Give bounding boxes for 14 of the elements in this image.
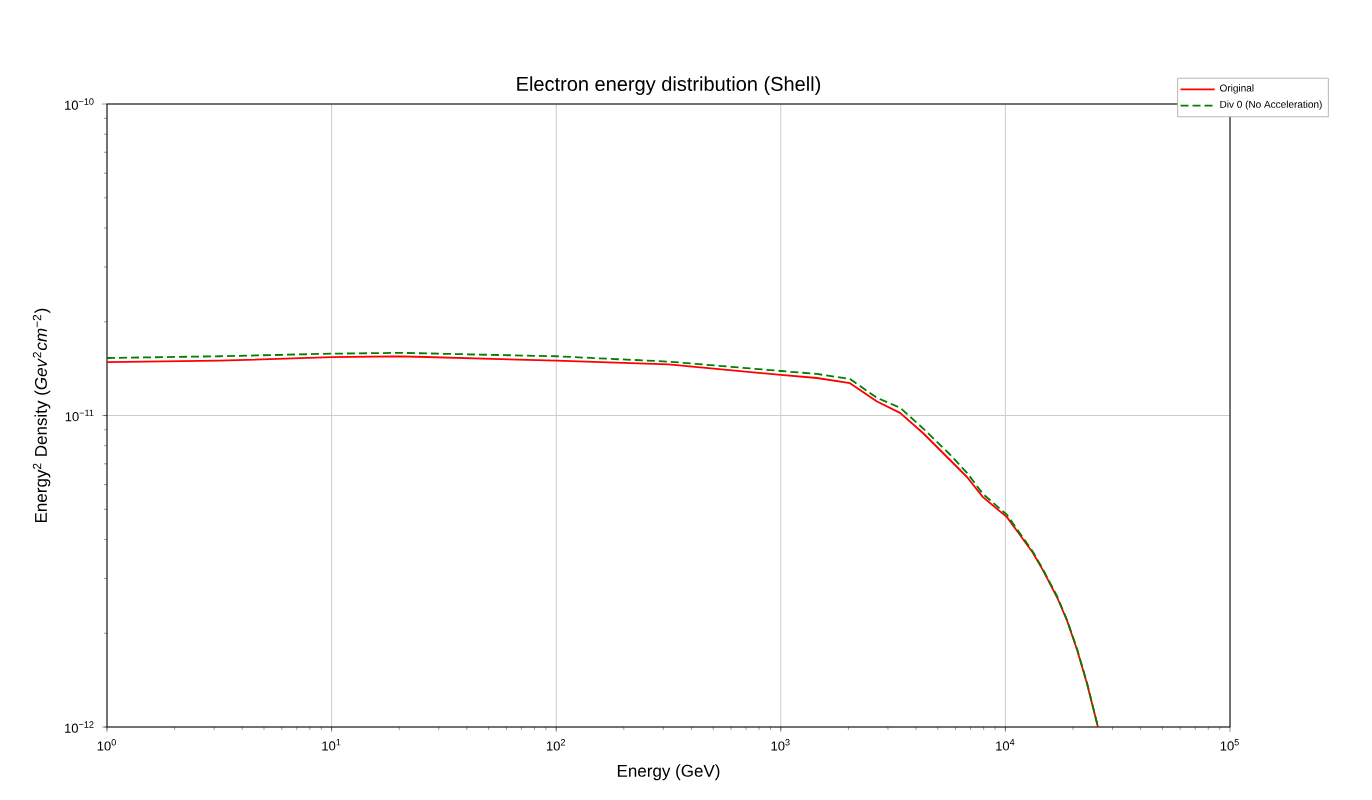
x-tick-label: 10$^{4}$ xyxy=(996,739,1015,751)
x-tick-label: 10$^{3}$ xyxy=(771,739,790,751)
chart-title: Electron energy distribution (Shell) xyxy=(517,76,821,95)
y-tick-label: 10$^{−10}$ xyxy=(65,98,94,110)
x-tick-label: 10$^{0}$ xyxy=(97,739,116,751)
x-tick-label: 10$^{2}$ xyxy=(546,739,566,751)
y-tick-label: 10$^{−11}$ xyxy=(65,409,94,422)
x-tick-label: 10$^{5}$ xyxy=(1220,739,1239,751)
x-axis-title: Energy (GeV) xyxy=(617,764,720,781)
y-axis-title: Energy$^{2}$ Density (Gev$^{2}$cm$^{−2}$) xyxy=(32,308,51,523)
x-tick-label: 10$^{1}$ xyxy=(322,739,341,751)
legend-label: Original xyxy=(1220,84,1254,94)
y-tick-label: 10$^{−12}$ xyxy=(65,721,94,733)
legend-label: Div 0 (No Acceleration) xyxy=(1220,100,1322,110)
